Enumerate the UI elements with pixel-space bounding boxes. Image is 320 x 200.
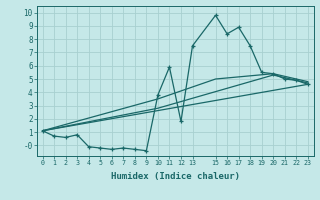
- X-axis label: Humidex (Indice chaleur): Humidex (Indice chaleur): [111, 172, 240, 181]
